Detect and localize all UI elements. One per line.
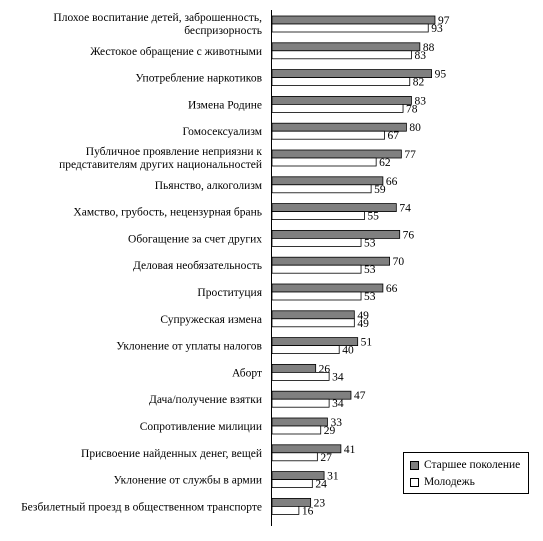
legend-swatch-youth bbox=[410, 477, 419, 487]
bar-older bbox=[271, 363, 317, 373]
legend: Старшее поколение Молодежь bbox=[403, 452, 529, 494]
legend-swatch-older bbox=[410, 460, 419, 470]
value-label-youth: 53 bbox=[364, 264, 376, 276]
bar-youth bbox=[271, 211, 365, 221]
bar-youth bbox=[271, 291, 362, 301]
bar-youth bbox=[271, 130, 385, 140]
legend-label-older: Старшее поколение bbox=[424, 459, 521, 471]
value-label-older: 47 bbox=[354, 390, 366, 402]
category-label: Плохое воспитание детей, заброшенность, б… bbox=[53, 12, 262, 37]
value-label-youth: 16 bbox=[302, 505, 314, 517]
bar-older bbox=[271, 310, 355, 320]
category-label: Безбилетный проезд в общественном трансп… bbox=[21, 501, 262, 513]
value-label-youth: 67 bbox=[388, 130, 400, 142]
value-label-youth: 62 bbox=[379, 157, 391, 169]
value-label-youth: 82 bbox=[413, 77, 425, 89]
value-label-youth: 40 bbox=[342, 345, 354, 357]
bar-youth bbox=[271, 77, 411, 86]
category-label: Дача/получение взятки bbox=[149, 394, 262, 406]
category-labels: Плохое воспитание детей, заброшенность, б… bbox=[21, 12, 263, 513]
bar-youth bbox=[271, 505, 300, 515]
category-label: Супружеская измена bbox=[160, 314, 262, 326]
value-label-older: 49 bbox=[357, 310, 369, 322]
category-label: Хамство, грубость, нецензурная брань bbox=[73, 207, 262, 219]
bar-youth bbox=[271, 157, 377, 167]
category-label: Обогащение за счет других bbox=[128, 233, 262, 245]
bar-older bbox=[271, 122, 407, 132]
value-label-older: 41 bbox=[344, 444, 356, 456]
bar-older bbox=[271, 42, 421, 52]
value-label-youth: 83 bbox=[414, 50, 426, 62]
value-label-older: 97 bbox=[438, 15, 450, 27]
value-label-older: 70 bbox=[393, 256, 405, 268]
value-label-older: 31 bbox=[327, 471, 339, 483]
value-label-youth: 27 bbox=[320, 452, 332, 464]
value-label-youth: 53 bbox=[364, 237, 376, 249]
bar-youth bbox=[271, 237, 362, 247]
category-label: Жестокое обращение с животными bbox=[90, 46, 262, 58]
value-label-older: 95 bbox=[435, 69, 447, 81]
value-label-older: 80 bbox=[409, 122, 421, 134]
value-label-youth: 29 bbox=[324, 425, 336, 437]
category-label: Сопротивление милиции bbox=[140, 421, 262, 433]
value-label-youth: 34 bbox=[332, 398, 344, 410]
value-label-older: 74 bbox=[399, 203, 411, 215]
value-label-youth: 55 bbox=[367, 211, 379, 223]
category-label: Гомосексуализм bbox=[183, 126, 263, 138]
bar-youth bbox=[271, 264, 362, 274]
bar-youth bbox=[271, 425, 322, 435]
value-label-older: 83 bbox=[414, 95, 426, 107]
value-label-older: 33 bbox=[330, 417, 342, 429]
value-label-youth: 24 bbox=[315, 479, 327, 491]
category-label: Измена Родине bbox=[188, 99, 262, 111]
bar-youth bbox=[271, 345, 340, 355]
category-label: Уклонение от службы в армии bbox=[113, 475, 262, 487]
bar-older bbox=[271, 15, 436, 25]
value-label-older: 66 bbox=[386, 176, 398, 188]
value-labels: 9793888395828378806777626659745576537053… bbox=[302, 15, 450, 517]
legend-item-youth: Молодежь bbox=[410, 475, 475, 489]
bar-youth bbox=[271, 452, 318, 462]
category-label: Проституция bbox=[197, 287, 262, 299]
value-label-older: 23 bbox=[314, 497, 326, 509]
category-label: Аборт bbox=[232, 367, 262, 379]
value-label-older: 76 bbox=[403, 229, 415, 241]
bar-older bbox=[271, 69, 433, 78]
bar-youth bbox=[271, 104, 404, 113]
bars bbox=[271, 15, 436, 515]
legend-item-older: Старшее поколение bbox=[410, 458, 520, 472]
bar-older bbox=[271, 96, 412, 105]
value-label-older: 88 bbox=[423, 42, 435, 54]
bar-youth bbox=[271, 50, 412, 60]
value-label-older: 77 bbox=[404, 149, 416, 161]
value-label-youth: 49 bbox=[357, 318, 369, 330]
bar-older bbox=[271, 229, 401, 239]
bar-youth bbox=[271, 318, 355, 328]
bar-youth bbox=[271, 398, 330, 408]
bar-older bbox=[271, 417, 328, 427]
category-label: Присвоение найденных денег, вещей bbox=[81, 448, 262, 460]
value-label-youth: 53 bbox=[364, 291, 376, 303]
category-label: Публичное проявление неприязни к представ… bbox=[59, 146, 262, 171]
value-label-older: 26 bbox=[319, 363, 331, 375]
bar-youth bbox=[271, 23, 429, 33]
category-label: Употребление наркотиков bbox=[135, 73, 262, 85]
value-label-youth: 78 bbox=[406, 103, 418, 115]
category-label: Пьянство, алкоголизм bbox=[155, 180, 263, 192]
bar-youth bbox=[271, 479, 313, 489]
value-label-older: 51 bbox=[361, 337, 373, 349]
bar-older bbox=[271, 176, 384, 186]
value-label-youth: 34 bbox=[332, 371, 344, 383]
value-label-older: 66 bbox=[386, 283, 398, 295]
value-label-youth: 59 bbox=[374, 184, 386, 196]
category-label: Деловая необязательность bbox=[133, 260, 262, 272]
category-label: Уклонение от уплаты налогов bbox=[116, 341, 262, 353]
legend-label-youth: Молодежь bbox=[424, 476, 475, 488]
value-label-youth: 93 bbox=[431, 23, 443, 35]
bar-youth bbox=[271, 184, 372, 194]
